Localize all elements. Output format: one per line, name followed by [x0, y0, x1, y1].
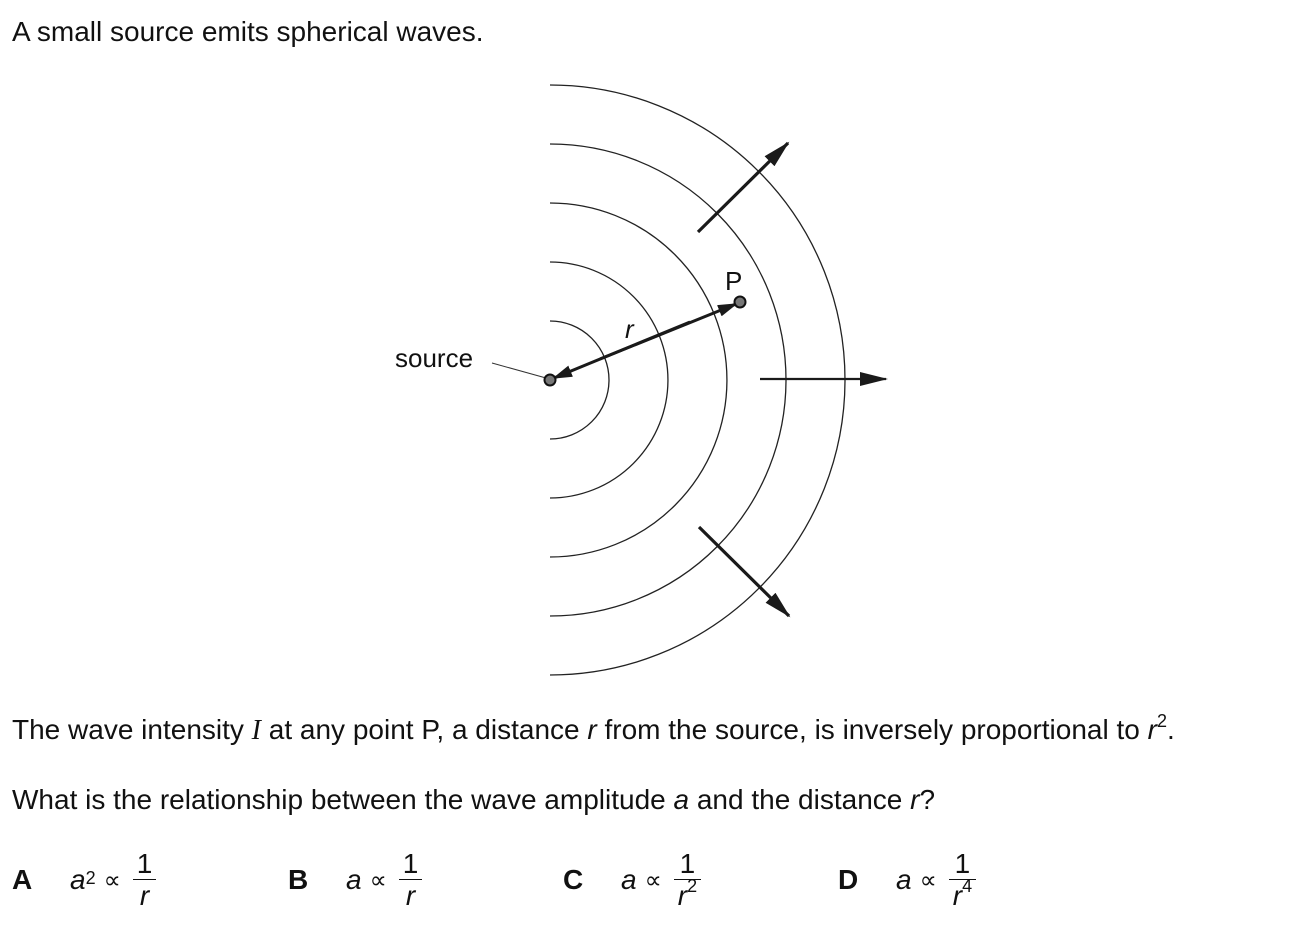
distance-r-label: r: [625, 314, 635, 344]
option-d-den-exp: 4: [962, 876, 973, 897]
q2-var-a: a: [673, 784, 690, 815]
option-b-den-var: r: [405, 879, 416, 911]
option-b-lhs: a: [346, 864, 362, 895]
fraction-bar: [673, 878, 702, 880]
question-line-1: The wave intensity I at any point P, a d…: [12, 712, 1175, 749]
option-d-denominator: r4: [949, 877, 976, 912]
q1-var-r2: r: [1147, 714, 1157, 745]
option-d-expression: a ∝ 1 r4: [896, 847, 977, 912]
option-c-numerator: 1: [679, 847, 696, 879]
option-d[interactable]: D a ∝ 1 r4: [838, 845, 977, 915]
proportional-icon: ∝: [103, 866, 121, 894]
q2-question-mark: ?: [919, 784, 936, 815]
option-b-numerator: 1: [402, 847, 419, 879]
option-c-expression: a ∝ 1 r2: [621, 847, 702, 912]
option-c-den-var: r: [677, 879, 688, 911]
option-a-numerator: 1: [136, 847, 153, 879]
q2-var-r: r: [910, 784, 920, 815]
propagation-arrow-up: [696, 141, 790, 234]
option-c[interactable]: C a ∝ 1 r2: [563, 845, 702, 915]
fraction-bar: [132, 878, 157, 880]
q1-exponent: 2: [1156, 710, 1167, 731]
fraction-bar: [398, 878, 423, 880]
option-c-denominator: r2: [674, 877, 701, 912]
q1-text-3: from the source, is inversely proportion…: [596, 714, 1148, 745]
option-d-lhs: a: [896, 864, 912, 895]
wavefront-1: [549, 320, 610, 440]
question-line-2: What is the relationship between the wav…: [12, 782, 935, 818]
wavefront-2: [549, 261, 669, 499]
option-a-denominator: r: [136, 880, 153, 912]
source-leader-line: [491, 362, 547, 379]
distance-arrow-to-source: [552, 320, 691, 380]
option-a-den-var: r: [139, 879, 150, 911]
option-c-den-exp: 2: [687, 876, 698, 897]
option-b-fraction: 1 r: [398, 847, 423, 912]
option-c-letter: C: [563, 864, 584, 895]
option-d-fraction: 1 r4: [948, 847, 977, 912]
option-a-lhs: a: [70, 864, 86, 895]
option-b-denominator: r: [402, 880, 419, 912]
option-d-numerator: 1: [954, 847, 971, 879]
source-label: source: [395, 343, 473, 373]
option-c-fraction: 1 r2: [673, 847, 702, 912]
intro-text: A small source emits spherical waves.: [12, 16, 484, 47]
q1-period: .: [1166, 714, 1175, 745]
source-dot: [543, 373, 557, 387]
option-d-letter: D: [838, 864, 859, 895]
spherical-waves-diagram: source P r: [395, 84, 888, 676]
point-p-dot: [733, 295, 747, 309]
propagation-arrow-down: [697, 525, 791, 618]
option-b-expression: a ∝ 1 r: [346, 847, 423, 912]
proportional-icon: ∝: [919, 866, 937, 894]
intensity-symbol: I: [251, 715, 261, 746]
q2-text-2: and the distance: [689, 784, 911, 815]
proportional-icon: ∝: [369, 866, 387, 894]
option-a-letter: A: [12, 864, 33, 895]
fraction-bar: [948, 878, 977, 880]
option-b[interactable]: B a ∝ 1 r: [288, 845, 423, 915]
wavefront-3: [549, 202, 728, 558]
point-p-label: P: [725, 266, 742, 296]
q1-var-r: r: [587, 714, 597, 745]
option-a-fraction: 1 r: [132, 847, 157, 912]
option-b-letter: B: [288, 864, 309, 895]
option-d-den-var: r: [952, 879, 963, 911]
option-c-lhs: a: [621, 864, 637, 895]
q1-text-1: The wave intensity: [12, 714, 252, 745]
proportional-icon: ∝: [644, 866, 662, 894]
q2-text-1: What is the relationship between the wav…: [12, 784, 674, 815]
q1-text-2: at any point P, a distance: [261, 714, 588, 745]
